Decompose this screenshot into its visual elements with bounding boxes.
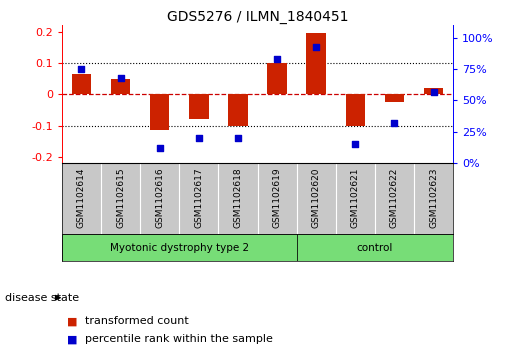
Text: GSM1102621: GSM1102621: [351, 168, 360, 228]
Point: [390, 120, 399, 126]
Bar: [385, 94, 404, 102]
Bar: [111, 79, 130, 94]
Text: control: control: [357, 242, 393, 253]
Point: [156, 145, 164, 151]
Text: ■: ■: [67, 316, 77, 326]
Point: [351, 141, 359, 147]
Text: Myotonic dystrophy type 2: Myotonic dystrophy type 2: [110, 242, 249, 253]
Point: [430, 89, 438, 95]
Text: disease state: disease state: [5, 293, 79, 303]
Text: GSM1102614: GSM1102614: [77, 168, 86, 228]
Text: GSM1102617: GSM1102617: [194, 168, 203, 228]
Title: GDS5276 / ILMN_1840451: GDS5276 / ILMN_1840451: [167, 11, 348, 24]
Point: [77, 66, 85, 72]
Bar: [306, 33, 326, 94]
Text: percentile rank within the sample: percentile rank within the sample: [85, 334, 273, 344]
Text: ■: ■: [67, 334, 77, 344]
Text: GSM1102618: GSM1102618: [233, 168, 243, 228]
Bar: [267, 63, 287, 94]
Text: GSM1102623: GSM1102623: [429, 168, 438, 228]
Bar: [228, 94, 248, 126]
Point: [312, 44, 320, 50]
Bar: [189, 94, 209, 119]
Point: [273, 56, 281, 62]
Text: transformed count: transformed count: [85, 316, 188, 326]
Bar: [62, 234, 297, 261]
Text: GSM1102615: GSM1102615: [116, 168, 125, 228]
Bar: [297, 234, 453, 261]
Text: GSM1102622: GSM1102622: [390, 168, 399, 228]
Text: GSM1102619: GSM1102619: [272, 168, 282, 228]
Bar: [346, 94, 365, 126]
Point: [195, 135, 203, 141]
Bar: [150, 94, 169, 130]
Text: GSM1102620: GSM1102620: [312, 168, 321, 228]
Point: [234, 135, 242, 141]
Bar: [424, 88, 443, 94]
Point: [116, 75, 125, 81]
Bar: [72, 74, 91, 94]
Text: GSM1102616: GSM1102616: [155, 168, 164, 228]
